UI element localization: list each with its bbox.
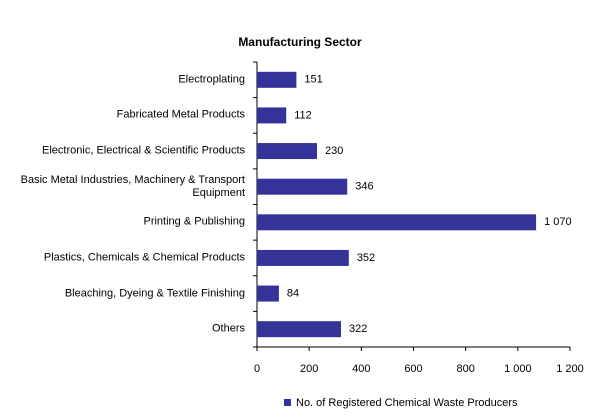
y-tick-label: Electronic, Electrical & Scientific Prod… [42,144,245,157]
x-tick-label: 800 [456,363,474,375]
value-label: 1 070 [544,216,572,228]
legend-marker [284,399,291,406]
bar [257,178,348,195]
value-label: 230 [325,145,343,157]
y-tick-label: Bleaching, Dyeing & Textile Finishing [64,287,245,300]
x-tick-label: 1 200 [556,363,584,375]
y-tick-label: Basic Metal Industries, Machinery & Tran… [20,173,245,199]
x-tick-label: 200 [300,363,318,375]
chart-title: Manufacturing Sector [238,35,362,49]
value-label: 352 [357,252,375,264]
legend-label: No. of Registered Chemical Waste Produce… [296,397,518,409]
value-label: 84 [287,287,299,299]
x-tick-label: 1 000 [504,363,532,375]
y-tick-label: Fabricated Metal Products [116,108,245,121]
x-tick-label: 0 [254,363,260,375]
value-label: 112 [294,109,312,121]
value-label: 322 [349,323,367,335]
x-tick-label: 400 [352,363,370,375]
bar [257,285,279,302]
value-label: 151 [304,74,322,86]
y-tick-label: Others [211,322,245,335]
bar [257,321,341,338]
x-tick-label: 600 [404,363,422,375]
y-tick-label: Plastics, Chemicals & Chemical Products [43,251,245,264]
bar [257,107,287,124]
bar [257,214,537,231]
bar [257,249,349,266]
bar [257,143,317,160]
y-tick-label: Electroplating [178,73,245,86]
y-tick-label: Printing & Publishing [143,215,245,228]
value-label: 346 [355,181,373,193]
bar [257,71,297,88]
